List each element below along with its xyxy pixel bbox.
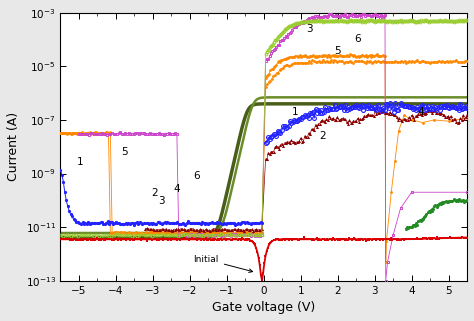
Text: 2: 2 — [151, 187, 158, 198]
Text: 3: 3 — [158, 196, 165, 206]
Y-axis label: Current (A): Current (A) — [7, 112, 20, 181]
Text: 4: 4 — [417, 107, 424, 117]
Text: 1: 1 — [292, 107, 298, 117]
Text: 6: 6 — [354, 34, 361, 44]
Text: 1: 1 — [77, 158, 84, 168]
X-axis label: Gate voltage (V): Gate voltage (V) — [212, 301, 315, 314]
Text: 5: 5 — [334, 46, 341, 56]
Text: 3: 3 — [306, 23, 313, 34]
Text: 6: 6 — [193, 171, 200, 181]
Text: Initial: Initial — [193, 255, 253, 273]
Text: 4: 4 — [173, 184, 180, 194]
Text: 5: 5 — [121, 147, 128, 157]
Text: 2: 2 — [319, 131, 326, 141]
